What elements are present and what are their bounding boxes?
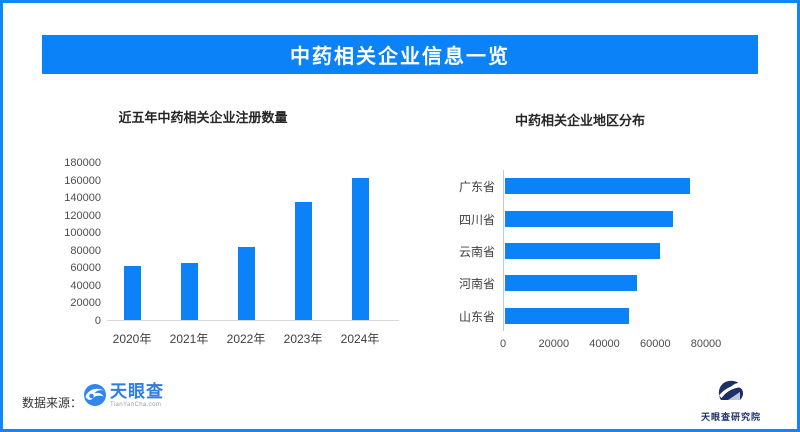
y-axis-tick-label: 120000 — [64, 209, 101, 222]
y-axis-tick-label: 180000 — [64, 157, 101, 169]
data-source-label: 数据来源： — [22, 396, 83, 410]
x-axis-tick-label: 80000 — [690, 338, 722, 350]
y-axis-tick-label: 160000 — [64, 174, 101, 187]
tianyancha-domain: TianYanCha.com — [110, 402, 162, 408]
region-bar — [505, 210, 673, 227]
x-axis-category-label: 2024年 — [340, 332, 380, 346]
tianyancha-institute-logo: 天眼查研究院 — [700, 379, 762, 423]
registration-bar — [237, 247, 255, 320]
region-distribution-bar-chart: 中药相关企业地区分布 广东省四川省云南省河南省山东省 0 20000 40000 600… — [427, 97, 777, 362]
x-axis-category-label: 2020年 — [112, 332, 152, 346]
page-title: 中药相关企业信息一览 — [290, 46, 510, 68]
registration-bar — [351, 177, 369, 320]
x-axis-category-label: 2023年 — [283, 332, 323, 346]
region-bar — [505, 243, 660, 259]
x-axis-tick-label: 60000 — [640, 338, 671, 350]
region-category-label: 云南省 — [458, 245, 495, 259]
tianyancha-logo: 天眼查 TianYanCha.com — [83, 383, 164, 408]
y-axis-tick-label: 80000 — [70, 244, 101, 257]
registration-bar — [180, 262, 198, 320]
region-category-label: 河南省 — [458, 277, 495, 292]
y-axis-tick-label: 100000 — [64, 227, 101, 240]
x-axis-tick-label: 40000 — [589, 338, 620, 350]
region-bar — [505, 307, 630, 324]
x-axis-tick-label: 20000 — [538, 338, 570, 350]
registrations-bar-chart: 近五年中药相关企业注册数量 0 20000 40000 60000 80000 10000… — [49, 97, 414, 362]
y-axis-tick-label: 0 — [94, 315, 101, 327]
institute-mark-icon — [718, 380, 744, 400]
institute-name: 天眼查研究院 — [700, 412, 761, 422]
region-category-label: 四川省 — [458, 212, 495, 227]
y-axis-tick-label: 20000 — [70, 297, 101, 310]
registration-bar — [123, 265, 141, 320]
region-bar — [505, 178, 691, 195]
region-bar — [505, 275, 637, 292]
right-chart-title: 中药相关企业地区分布 — [514, 113, 645, 128]
x-axis-tick-label: 0 — [499, 338, 507, 350]
registration-bar — [294, 202, 312, 320]
left-chart-title: 近五年中药相关企业注册数量 — [118, 110, 288, 125]
tianyancha-wordmark: 天眼查 TianYanCha.com — [110, 382, 164, 409]
region-category-label: 山东省 — [458, 309, 495, 324]
tianyancha-eye-icon — [84, 384, 106, 406]
x-axis-category-label: 2021年 — [169, 332, 209, 346]
x-axis-category-label: 2022年 — [226, 332, 266, 346]
region-category-label: 广东省 — [458, 180, 495, 195]
title-banner: 中药相关企业信息一览 — [42, 35, 758, 74]
region-chart-plot — [503, 170, 746, 331]
y-axis-tick-label: 40000 — [70, 279, 101, 292]
y-axis-tick-label: 140000 — [64, 192, 101, 205]
y-axis-tick-label: 60000 — [70, 262, 101, 275]
tianyancha-name: 天眼查 — [110, 382, 164, 401]
registrations-chart-plot — [107, 163, 399, 321]
